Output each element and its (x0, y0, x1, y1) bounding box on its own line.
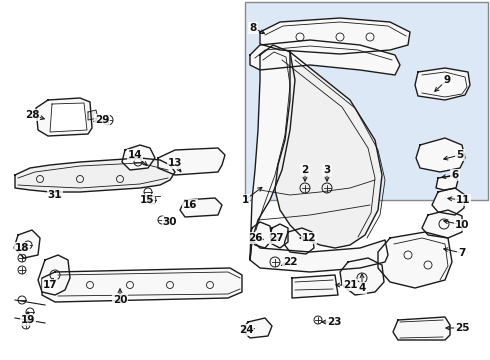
Polygon shape (260, 18, 410, 54)
Text: 25: 25 (455, 323, 469, 333)
Text: 13: 13 (168, 158, 182, 168)
Polygon shape (15, 158, 175, 192)
Text: 23: 23 (327, 317, 341, 327)
Text: 18: 18 (15, 243, 29, 253)
Text: 1: 1 (242, 195, 248, 205)
Text: 16: 16 (183, 200, 197, 210)
Text: 31: 31 (48, 190, 62, 200)
Text: 29: 29 (95, 115, 109, 125)
Text: 12: 12 (302, 233, 316, 243)
Polygon shape (38, 255, 70, 295)
Text: 3: 3 (323, 165, 331, 175)
Text: 26: 26 (248, 233, 262, 243)
Polygon shape (270, 224, 288, 248)
Polygon shape (436, 176, 458, 190)
Polygon shape (284, 228, 314, 254)
Polygon shape (340, 258, 384, 295)
Text: 22: 22 (283, 257, 297, 267)
Text: 17: 17 (43, 280, 57, 290)
Text: 21: 21 (343, 280, 357, 290)
Text: 9: 9 (443, 75, 451, 85)
Polygon shape (393, 317, 450, 340)
Polygon shape (14, 230, 40, 258)
Text: 5: 5 (456, 150, 464, 160)
Polygon shape (50, 103, 87, 132)
Text: 30: 30 (163, 217, 177, 227)
Text: 19: 19 (21, 315, 35, 325)
Text: 6: 6 (451, 170, 459, 180)
Polygon shape (42, 268, 242, 302)
Polygon shape (180, 198, 222, 217)
Polygon shape (422, 210, 462, 238)
Polygon shape (36, 98, 92, 136)
Polygon shape (242, 318, 272, 338)
Text: 4: 4 (358, 283, 366, 293)
Text: 15: 15 (140, 195, 154, 205)
Polygon shape (122, 145, 155, 170)
Text: 28: 28 (25, 110, 39, 120)
Text: 20: 20 (113, 295, 127, 305)
Polygon shape (88, 110, 98, 120)
Text: 27: 27 (269, 233, 283, 243)
Polygon shape (275, 52, 382, 248)
Text: 2: 2 (301, 165, 309, 175)
Text: 7: 7 (458, 248, 466, 258)
Polygon shape (292, 275, 338, 298)
Polygon shape (250, 240, 388, 272)
Text: 24: 24 (239, 325, 253, 335)
Polygon shape (416, 138, 465, 172)
Text: 10: 10 (455, 220, 469, 230)
Text: 8: 8 (249, 23, 257, 33)
Text: 11: 11 (456, 195, 470, 205)
Polygon shape (250, 222, 272, 248)
Polygon shape (432, 188, 465, 215)
Bar (245, 2, 488, 200)
Polygon shape (158, 148, 225, 175)
Polygon shape (250, 45, 295, 260)
Polygon shape (250, 40, 400, 75)
Text: 14: 14 (128, 150, 142, 160)
Polygon shape (415, 68, 470, 100)
Polygon shape (378, 232, 452, 288)
